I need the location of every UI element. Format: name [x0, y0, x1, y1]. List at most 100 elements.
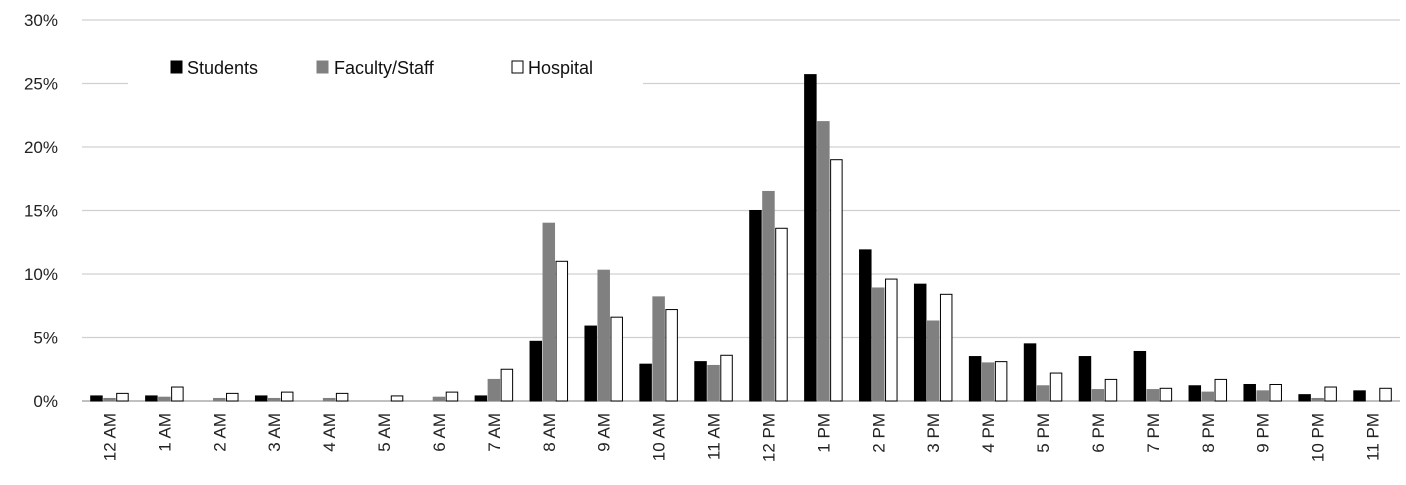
- legend-swatch: [316, 60, 329, 74]
- y-tick-label: 5%: [33, 329, 58, 348]
- bar-faculty-staff: [103, 397, 116, 402]
- bar-hospital: [720, 354, 733, 402]
- bar-students: [694, 361, 707, 402]
- bar-faculty-staff: [1091, 389, 1105, 402]
- bar-hospital: [335, 392, 349, 402]
- bar-hospital: [1379, 387, 1392, 402]
- bar-hospital: [1049, 372, 1063, 402]
- bar-hospital: [445, 391, 459, 402]
- bar-hospital: [994, 361, 1008, 402]
- bar-faculty-staff: [487, 378, 501, 402]
- bar-faculty-staff: [1201, 391, 1215, 402]
- y-tick-label: 15%: [24, 202, 58, 221]
- bars: [90, 74, 1392, 402]
- bar-faculty-staff: [322, 397, 336, 402]
- y-tick-label: 10%: [24, 265, 58, 284]
- x-tick-label: 6 AM: [430, 413, 449, 452]
- x-tick-label: 2 PM: [869, 413, 888, 453]
- legend-label: Students: [187, 58, 258, 78]
- bar-faculty-staff: [981, 362, 995, 402]
- legend-label: Faculty/Staff: [334, 58, 435, 78]
- bar-faculty-staff: [872, 287, 885, 402]
- bar-students: [529, 340, 543, 402]
- bar-students: [1243, 383, 1256, 402]
- bar-students: [913, 283, 927, 402]
- x-tick-label: 8 PM: [1199, 413, 1218, 453]
- bar-students: [584, 325, 597, 402]
- bar-hospital: [1159, 387, 1173, 402]
- bar-students: [968, 356, 982, 402]
- bar-faculty-staff: [597, 269, 610, 402]
- bar-hospital: [1324, 386, 1337, 402]
- bar-faculty-staff: [1256, 390, 1269, 402]
- bar-faculty-staff: [1146, 389, 1160, 402]
- x-tick-label: 4 AM: [320, 413, 339, 452]
- x-tick-label: 6 PM: [1089, 413, 1108, 453]
- bar-hospital: [1104, 378, 1118, 402]
- bar-faculty-staff: [267, 397, 281, 402]
- bar-students: [1298, 394, 1311, 402]
- bar-students: [90, 395, 103, 402]
- y-axis-tick-labels: 0% 5% 10% 15% 20% 25% 30%: [24, 11, 58, 411]
- bar-hospital: [1269, 383, 1282, 402]
- x-tick-label: 5 AM: [375, 413, 394, 452]
- bar-faculty-staff: [817, 121, 830, 402]
- legend-swatch: [511, 60, 524, 74]
- bar-students: [145, 395, 158, 402]
- x-tick-label: 7 PM: [1144, 413, 1163, 453]
- x-tick-label: 9 AM: [595, 413, 614, 452]
- bar-hospital: [885, 278, 898, 402]
- bar-hospital: [500, 368, 514, 402]
- x-tick-label: 4 PM: [979, 413, 998, 453]
- x-tick-label: 11 PM: [1364, 413, 1383, 461]
- y-tick-label: 30%: [24, 11, 58, 30]
- bar-students: [859, 249, 872, 402]
- legend-label: Hospital: [528, 58, 593, 78]
- legend-background: [128, 50, 643, 86]
- bar-hospital: [116, 392, 129, 402]
- bar-students: [749, 210, 762, 402]
- bar-students: [639, 363, 652, 402]
- x-tick-label: 1 PM: [814, 413, 833, 453]
- bar-hospital: [226, 392, 239, 402]
- x-tick-label: 1 AM: [155, 413, 174, 452]
- bar-hospital: [555, 260, 569, 402]
- bar-faculty-staff: [432, 396, 446, 402]
- bar-faculty-staff: [1311, 397, 1324, 402]
- x-tick-label: 9 PM: [1254, 413, 1273, 453]
- bar-students: [474, 395, 488, 402]
- x-tick-label: 11 AM: [705, 413, 724, 460]
- x-tick-label: 2 AM: [210, 413, 229, 452]
- bar-hospital: [390, 395, 404, 402]
- bar-faculty-staff: [158, 396, 171, 402]
- bar-hospital: [610, 316, 623, 402]
- bar-hospital: [939, 293, 953, 402]
- x-tick-label: 7 AM: [485, 413, 504, 452]
- x-tick-label: 12 AM: [100, 413, 119, 461]
- bar-hospital: [171, 386, 184, 402]
- bar-students: [1133, 350, 1147, 402]
- bar-faculty-staff: [652, 296, 665, 402]
- bar-hospital: [830, 159, 843, 402]
- legend: Students Faculty/Staff Hospital: [128, 50, 643, 86]
- bar-faculty-staff: [762, 190, 775, 402]
- y-tick-label: 0%: [33, 392, 58, 411]
- bar-hospital: [665, 309, 678, 402]
- bar-hospital: [775, 227, 788, 402]
- bar-hospital: [1214, 378, 1228, 402]
- x-axis-tick-labels: 12 AM 1 AM 2 AM 3 AM 4 AM 5 AM 6 AM 7 AM 8 AM 9 A…: [100, 413, 1382, 462]
- bar-faculty-staff: [926, 320, 940, 402]
- bar-faculty-staff: [542, 222, 556, 402]
- bar-hospital: [280, 391, 294, 402]
- x-tick-label: 12 PM: [759, 413, 778, 462]
- y-tick-label: 25%: [24, 75, 58, 94]
- bar-students: [1188, 385, 1202, 402]
- x-tick-label: 3 PM: [924, 413, 943, 453]
- y-tick-label: 20%: [24, 138, 58, 157]
- bar-faculty-staff: [1036, 385, 1050, 402]
- x-tick-label: 10 PM: [1309, 413, 1328, 462]
- x-tick-label: 3 AM: [265, 413, 284, 452]
- bar-faculty-staff: [707, 364, 720, 402]
